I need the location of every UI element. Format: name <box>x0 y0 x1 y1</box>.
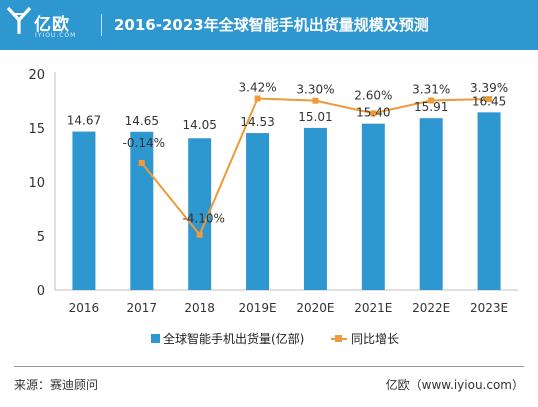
bar-value-label: 16.45 <box>472 94 506 108</box>
growth-point <box>196 231 203 238</box>
bar-value-label: 15.91 <box>414 100 448 114</box>
x-tick-label: 2016 <box>69 301 100 315</box>
growth-value-label: 3.30% <box>296 83 334 97</box>
bar <box>477 112 501 290</box>
x-tick-label: 2022E <box>412 301 450 315</box>
bar <box>72 131 96 290</box>
x-tick-label: 2018 <box>184 301 215 315</box>
growth-value-label: -4.10% <box>182 212 224 226</box>
bar-value-label: 14.05 <box>183 118 217 132</box>
source-note: 来源：赛迪顾问 <box>14 378 99 392</box>
bar-value-label: 14.65 <box>125 114 159 128</box>
y-tick-label: 20 <box>28 68 45 83</box>
header-bar: 亿欧 IYIOU.COM 2016-2023年全球智能手机出货量规模及预测 <box>0 0 538 50</box>
growth-value-label: 3.31% <box>412 82 450 96</box>
bar <box>303 127 327 290</box>
growth-value-label: 3.42% <box>239 81 277 95</box>
growth-point <box>138 159 145 166</box>
x-tick-label: 2021E <box>354 301 392 315</box>
x-tick-label: 2019E <box>239 301 277 315</box>
bar <box>188 138 212 290</box>
y-tick-label: 5 <box>37 230 45 245</box>
page-title: 2016-2023年全球智能手机出货量规模及预测 <box>114 16 429 34</box>
legend-line-label: 同比增长 <box>351 332 400 346</box>
growth-point <box>486 96 493 103</box>
y-tick-label: 10 <box>28 176 45 191</box>
legend-bar-label: 全球智能手机出货量(亿部) <box>163 332 305 346</box>
logo-text: 亿欧 <box>34 15 70 35</box>
bar <box>419 118 443 290</box>
yiou-logo-icon <box>6 6 32 34</box>
growth-point <box>428 97 435 104</box>
x-tick-label: 2023E <box>470 301 508 315</box>
x-tick-label: 2020E <box>296 301 334 315</box>
bar-value-label: 14.53 <box>240 115 274 129</box>
site-credit: 亿欧（www.iyiou.com） <box>385 378 524 392</box>
bar <box>130 131 154 290</box>
x-tick-label: 2017 <box>127 301 158 315</box>
growth-point <box>312 97 319 104</box>
chart-plot: 0 5 10 15 20 2016 2017 2018 2019E 2020E 2021E 2022E… <box>28 68 518 315</box>
legend-line-marker <box>335 335 342 342</box>
header-divider <box>101 14 102 36</box>
bar-value-label: 14.67 <box>67 114 101 128</box>
growth-value-label: 2.60% <box>354 88 392 102</box>
growth-point <box>370 110 377 117</box>
bar-value-label: 15.01 <box>298 110 332 124</box>
footer-divider <box>14 366 524 367</box>
bar-value-label: 15.40 <box>356 106 390 120</box>
y-tick-label: 0 <box>37 284 45 299</box>
growth-value-label: 3.39% <box>470 81 508 95</box>
bar <box>361 123 385 291</box>
growth-value-label: -0.14% <box>123 136 165 150</box>
chart-legend: 全球智能手机出货量(亿部) 同比增长 <box>0 330 538 350</box>
legend-bar-swatch <box>151 334 160 343</box>
logo-subtext: IYIOU.COM <box>35 32 77 39</box>
bar <box>246 133 270 290</box>
y-tick-label: 15 <box>28 122 45 137</box>
growth-point <box>254 95 261 102</box>
